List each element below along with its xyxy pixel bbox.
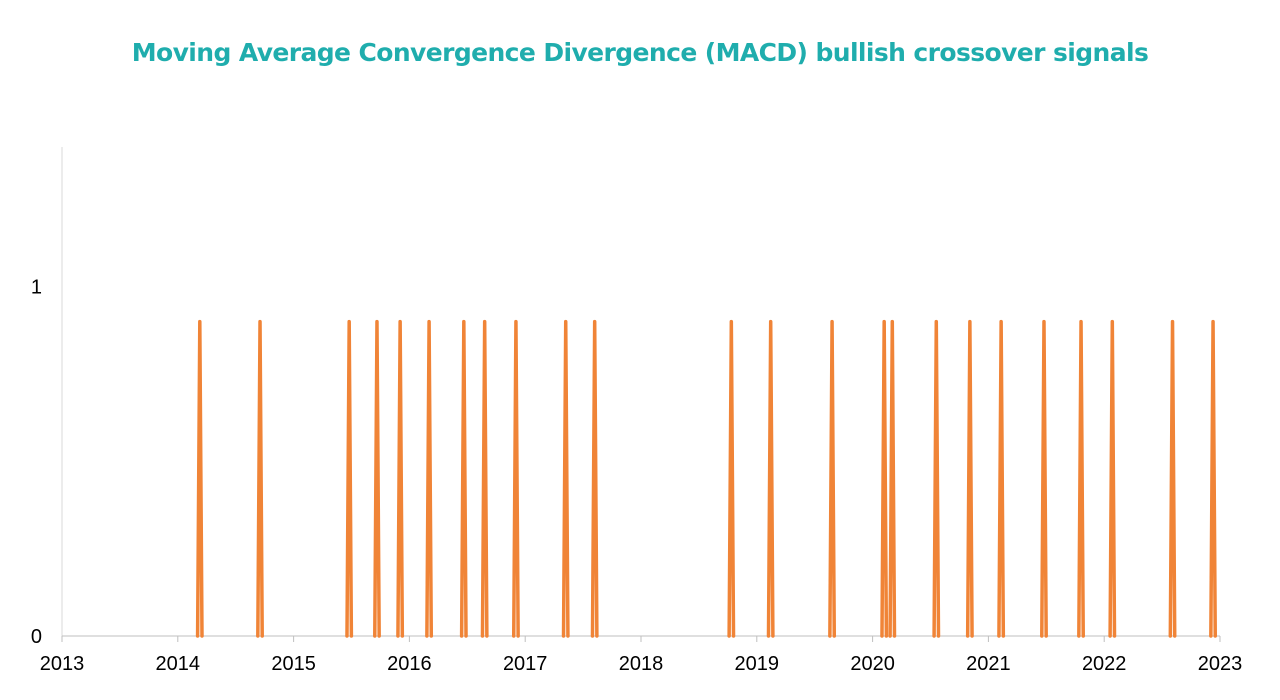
signal-spike <box>888 319 897 638</box>
signal-spike <box>1209 319 1218 638</box>
x-tick-label: 2015 <box>271 653 316 675</box>
y-axis-tick-labels: 01 <box>31 277 42 648</box>
signal-spike <box>727 319 736 638</box>
signal-spike <box>1108 319 1117 638</box>
signal-spike <box>511 319 520 638</box>
x-tick-label: 2019 <box>735 653 780 675</box>
signal-spike <box>345 319 354 638</box>
signal-spike <box>1168 319 1177 638</box>
y-tick-label: 0 <box>31 626 42 648</box>
x-tick-label: 2014 <box>156 653 201 675</box>
x-axis-ticks <box>61 636 1221 642</box>
signal-spike <box>932 319 941 638</box>
chart-title: Moving Average Convergence Divergence (M… <box>131 38 1149 67</box>
x-tick-label: 2016 <box>387 653 432 675</box>
signal-spike <box>1077 319 1085 638</box>
signal-spike <box>965 319 974 638</box>
x-tick-label: 2013 <box>40 653 85 675</box>
signal-spike <box>480 319 489 638</box>
x-axis-tick-labels: 2013 2014 2015 2016 2017 2018 2019 2020 2021 2022… <box>40 653 1243 675</box>
signal-spike <box>880 319 889 638</box>
signal-spike <box>373 319 381 638</box>
signal-spike <box>561 319 570 638</box>
x-tick-label: 2018 <box>619 653 664 675</box>
signal-spike <box>1040 319 1048 638</box>
signal-spike <box>396 319 405 638</box>
x-tick-label: 2022 <box>1082 653 1127 675</box>
x-tick-label: 2020 <box>850 653 895 675</box>
signal-spike <box>459 319 468 638</box>
signal-spike <box>590 319 599 638</box>
signal-spike <box>256 319 264 638</box>
signal-spike <box>766 319 775 638</box>
x-tick-label: 2021 <box>966 653 1011 675</box>
signal-spike <box>195 319 204 638</box>
signal-series <box>195 319 1218 638</box>
signal-spike <box>828 319 837 638</box>
x-tick-label: 2017 <box>503 653 548 675</box>
y-tick-label: 1 <box>31 277 42 299</box>
signal-spike <box>997 319 1006 638</box>
x-tick-label: 2023 <box>1198 653 1243 675</box>
signal-spike <box>425 319 434 638</box>
